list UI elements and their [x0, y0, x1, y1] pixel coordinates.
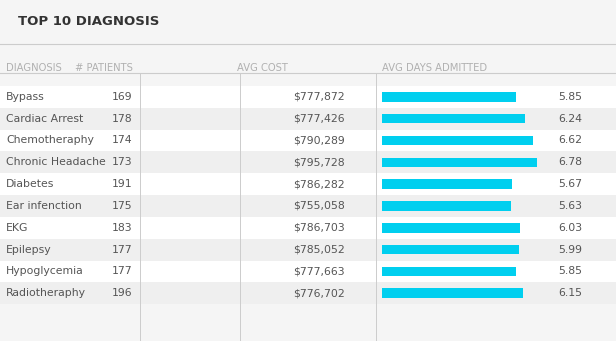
Text: Hypoglycemia: Hypoglycemia — [6, 266, 84, 277]
FancyBboxPatch shape — [0, 86, 616, 108]
Text: Diabetes: Diabetes — [6, 179, 55, 189]
Text: 6.62: 6.62 — [558, 135, 582, 146]
Text: 196: 196 — [112, 288, 132, 298]
Text: TOP 10 DIAGNOSIS: TOP 10 DIAGNOSIS — [18, 15, 160, 28]
Text: 183: 183 — [112, 223, 132, 233]
Text: 174: 174 — [112, 135, 132, 146]
FancyBboxPatch shape — [0, 108, 616, 130]
Text: Ear infenction: Ear infenction — [6, 201, 82, 211]
FancyBboxPatch shape — [382, 92, 516, 102]
Text: 169: 169 — [112, 92, 132, 102]
Text: 5.85: 5.85 — [558, 92, 582, 102]
FancyBboxPatch shape — [0, 173, 616, 195]
FancyBboxPatch shape — [0, 195, 616, 217]
FancyBboxPatch shape — [382, 288, 522, 298]
Text: $795,728: $795,728 — [293, 157, 345, 167]
Text: 6.15: 6.15 — [558, 288, 582, 298]
Text: 5.99: 5.99 — [558, 244, 582, 255]
Text: EKG: EKG — [6, 223, 28, 233]
Text: 5.85: 5.85 — [558, 266, 582, 277]
Text: 177: 177 — [112, 244, 132, 255]
FancyBboxPatch shape — [0, 151, 616, 173]
Text: DIAGNOSIS: DIAGNOSIS — [6, 63, 62, 73]
FancyBboxPatch shape — [382, 201, 511, 211]
FancyBboxPatch shape — [382, 267, 516, 276]
FancyBboxPatch shape — [382, 245, 519, 254]
Text: 6.03: 6.03 — [558, 223, 582, 233]
Text: 191: 191 — [112, 179, 132, 189]
FancyBboxPatch shape — [0, 239, 616, 261]
FancyBboxPatch shape — [382, 223, 520, 233]
Text: Bypass: Bypass — [6, 92, 45, 102]
FancyBboxPatch shape — [0, 261, 616, 282]
FancyBboxPatch shape — [382, 179, 512, 189]
Text: $777,426: $777,426 — [293, 114, 345, 124]
FancyBboxPatch shape — [382, 114, 525, 123]
Text: 177: 177 — [112, 266, 132, 277]
Text: # PATIENTS: # PATIENTS — [75, 63, 132, 73]
Text: Epilepsy: Epilepsy — [6, 244, 52, 255]
FancyBboxPatch shape — [382, 136, 533, 145]
Text: Radiotheraphy: Radiotheraphy — [6, 288, 86, 298]
Text: $776,702: $776,702 — [293, 288, 345, 298]
Text: AVG COST: AVG COST — [237, 63, 288, 73]
Text: 175: 175 — [112, 201, 132, 211]
Text: $790,289: $790,289 — [293, 135, 345, 146]
FancyBboxPatch shape — [0, 282, 616, 304]
Text: 6.24: 6.24 — [558, 114, 582, 124]
Text: AVG DAYS ADMITTED: AVG DAYS ADMITTED — [382, 63, 487, 73]
FancyBboxPatch shape — [382, 158, 537, 167]
Text: Chronic Headache: Chronic Headache — [6, 157, 106, 167]
Text: $786,282: $786,282 — [293, 179, 345, 189]
Text: $777,663: $777,663 — [293, 266, 345, 277]
Text: Chemotheraphy: Chemotheraphy — [6, 135, 94, 146]
Text: 6.78: 6.78 — [558, 157, 582, 167]
Text: Cardiac Arrest: Cardiac Arrest — [6, 114, 83, 124]
Text: 5.67: 5.67 — [558, 179, 582, 189]
Text: $786,703: $786,703 — [293, 223, 345, 233]
Text: $755,058: $755,058 — [293, 201, 345, 211]
FancyBboxPatch shape — [0, 217, 616, 239]
Text: 178: 178 — [112, 114, 132, 124]
Text: 173: 173 — [112, 157, 132, 167]
FancyBboxPatch shape — [0, 130, 616, 151]
Text: 5.63: 5.63 — [558, 201, 582, 211]
Text: $785,052: $785,052 — [293, 244, 345, 255]
Text: $777,872: $777,872 — [293, 92, 345, 102]
